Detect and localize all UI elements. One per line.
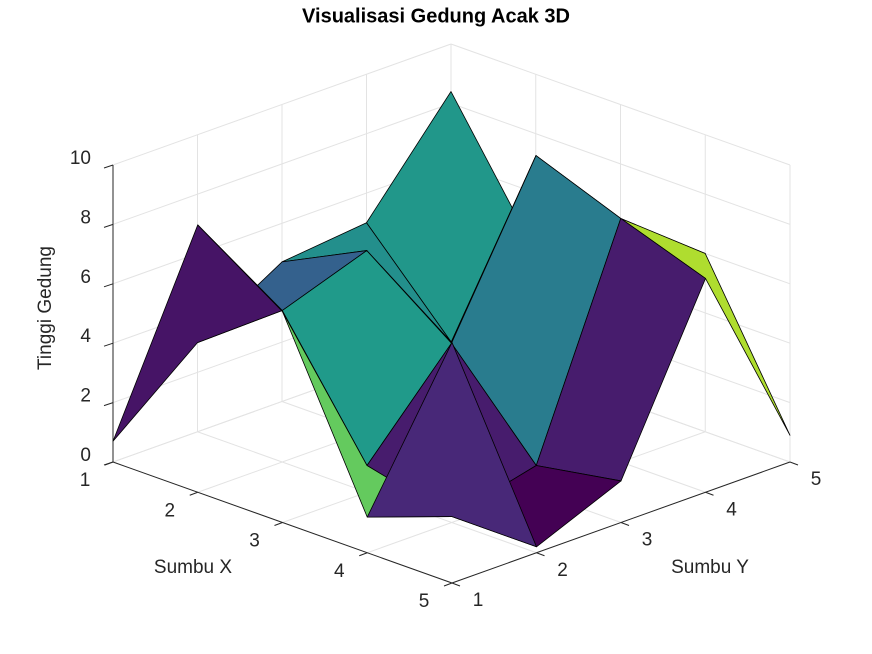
x-tick <box>189 491 198 496</box>
y-tick-label: 4 <box>726 499 737 520</box>
y-tick <box>620 522 630 526</box>
x-tick-label: 2 <box>164 500 175 521</box>
x-tick <box>359 552 368 557</box>
x-tick-label: 3 <box>249 531 260 552</box>
z-tick-label: 2 <box>80 386 91 407</box>
y-axis-label: Sumbu Y <box>671 557 749 578</box>
z-tick-label: 6 <box>80 267 91 288</box>
y-tick <box>705 491 714 496</box>
x-tick <box>274 522 283 526</box>
surface-face <box>366 342 537 548</box>
z-tick <box>103 223 114 228</box>
z-tick <box>103 283 114 288</box>
z-tick <box>103 342 114 347</box>
y-tick <box>536 552 545 557</box>
z-tick-label: 8 <box>80 207 91 228</box>
z-tick-label: 10 <box>70 148 91 169</box>
y-tick-label: 2 <box>557 560 568 581</box>
z-tick <box>103 461 114 466</box>
z-tick <box>103 164 114 169</box>
x-tick-label: 4 <box>334 561 345 582</box>
x-tick-label: 5 <box>419 591 430 612</box>
y-tick <box>451 582 461 587</box>
x-tick-label: 1 <box>80 470 91 491</box>
y-tick-label: 5 <box>811 469 822 490</box>
x-tick <box>443 582 453 587</box>
z-axis-label: Tinggi Gedung <box>35 246 56 370</box>
x-axis-label: Sumbu X <box>154 557 232 578</box>
z-tick <box>103 402 114 407</box>
y-tick-label: 3 <box>642 530 653 551</box>
z-tick-label: 4 <box>80 326 91 347</box>
chart-title: Visualisasi Gedung Acak 3D <box>302 5 570 27</box>
z-tick-label: 0 <box>80 445 91 466</box>
y-tick-label: 1 <box>473 590 484 611</box>
y-tick <box>789 461 799 466</box>
